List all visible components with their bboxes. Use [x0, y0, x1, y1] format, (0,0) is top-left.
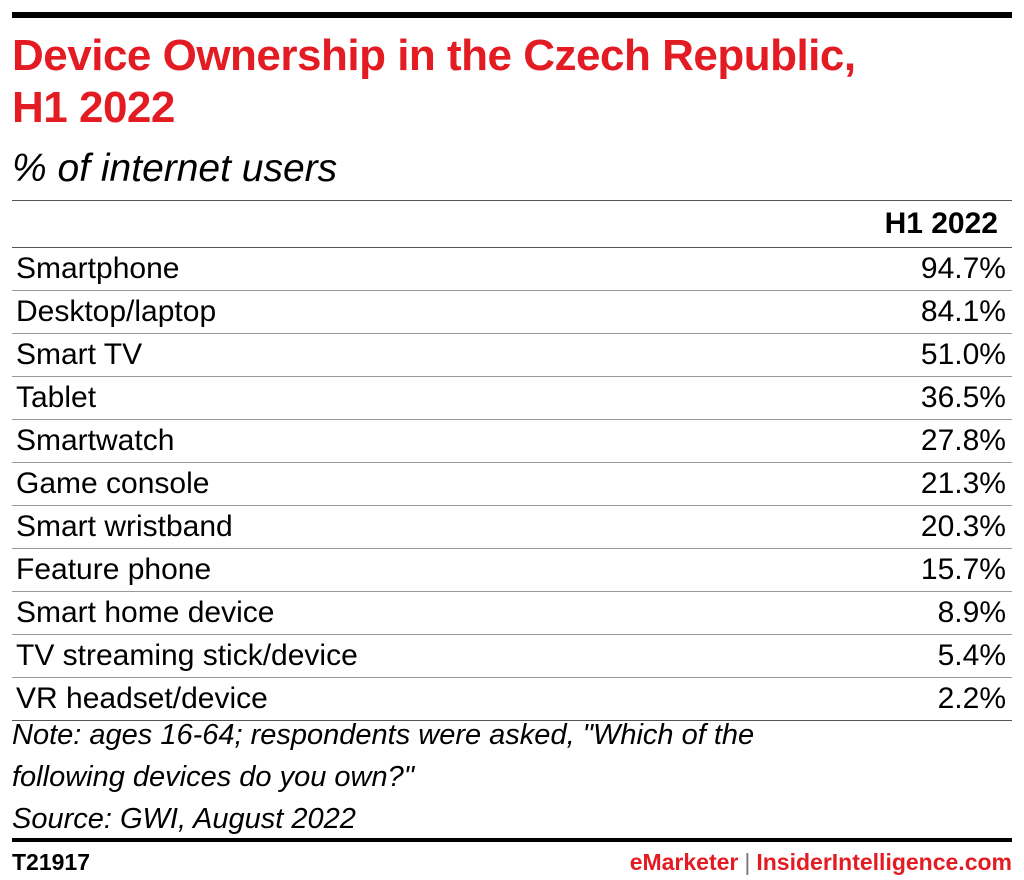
table-row: TV streaming stick/device 5.4%	[12, 634, 1012, 678]
note-line-2: following devices do you own?"	[12, 761, 415, 793]
row-value: 84.1%	[739, 290, 1012, 334]
row-value: 94.7%	[739, 247, 1012, 291]
row-value: 15.7%	[739, 548, 1012, 592]
data-table: H1 2022 Smartphone 94.7% Desktop/laptop 84.…	[12, 200, 1012, 721]
row-value: 51.0%	[739, 333, 1012, 377]
table-row: Tablet 36.5%	[12, 376, 1012, 420]
table-body: Smartphone 94.7% Desktop/laptop 84.1% Smart …	[12, 247, 1012, 721]
row-label: Smart home device	[12, 591, 740, 635]
row-value: 21.3%	[739, 462, 1012, 506]
chart-title: Device Ownership in the Czech Republic, …	[12, 30, 1012, 134]
row-label: Game console	[12, 462, 740, 506]
row-label: Smartphone	[12, 247, 740, 291]
top-rule	[12, 12, 1012, 18]
row-label: Smart TV	[12, 333, 740, 377]
chart-subtitle: % of internet users	[12, 147, 338, 190]
row-value: 36.5%	[739, 376, 1012, 420]
chart-title-line1: Device Ownership in the Czech Republic,	[12, 31, 856, 80]
table-row: Desktop/laptop 84.1%	[12, 290, 1012, 334]
column-header-h1-2022: H1 2022	[739, 200, 1012, 248]
table-row: Feature phone 15.7%	[12, 548, 1012, 592]
row-label: Feature phone	[12, 548, 740, 592]
table-row: Smart wristband 20.3%	[12, 505, 1012, 549]
table-row: Game console 21.3%	[12, 462, 1012, 506]
bottom-rule	[12, 838, 1012, 842]
chart-title-line2: H1 2022	[12, 83, 175, 132]
row-label: Smart wristband	[12, 505, 740, 549]
table-row: Smart home device 8.9%	[12, 591, 1012, 635]
row-value: 20.3%	[739, 505, 1012, 549]
row-label: Desktop/laptop	[12, 290, 740, 334]
table-header-row: H1 2022	[12, 200, 1012, 248]
row-value: 5.4%	[739, 634, 1012, 678]
brand-footer: eMarketer | InsiderIntelligence.com	[630, 848, 1012, 876]
row-value: 2.2%	[739, 677, 1012, 721]
row-label: VR headset/device	[12, 677, 740, 721]
brand-divider: |	[744, 849, 751, 875]
brand-insider-intelligence: InsiderIntelligence.com	[756, 849, 1012, 875]
row-label: Tablet	[12, 376, 740, 420]
row-label: TV streaming stick/device	[12, 634, 740, 678]
note-line-1: Note: ages 16-64; respondents were asked…	[12, 719, 755, 751]
table-row: Smartphone 94.7%	[12, 247, 1012, 291]
header-label-cell	[12, 200, 740, 248]
table-row: Smart TV 51.0%	[12, 333, 1012, 377]
row-value: 8.9%	[739, 591, 1012, 635]
note-block: Note: ages 16-64; respondents were asked…	[12, 714, 1012, 840]
chart-id: T21917	[12, 849, 91, 875]
brand-emarketer: eMarketer	[629, 849, 739, 875]
source-line: Source: GWI, August 2022	[12, 803, 356, 835]
row-label: Smartwatch	[12, 419, 740, 463]
row-value: 27.8%	[739, 419, 1012, 463]
table-row: Smartwatch 27.8%	[12, 419, 1012, 463]
table-row: VR headset/device 2.2%	[12, 677, 1012, 721]
